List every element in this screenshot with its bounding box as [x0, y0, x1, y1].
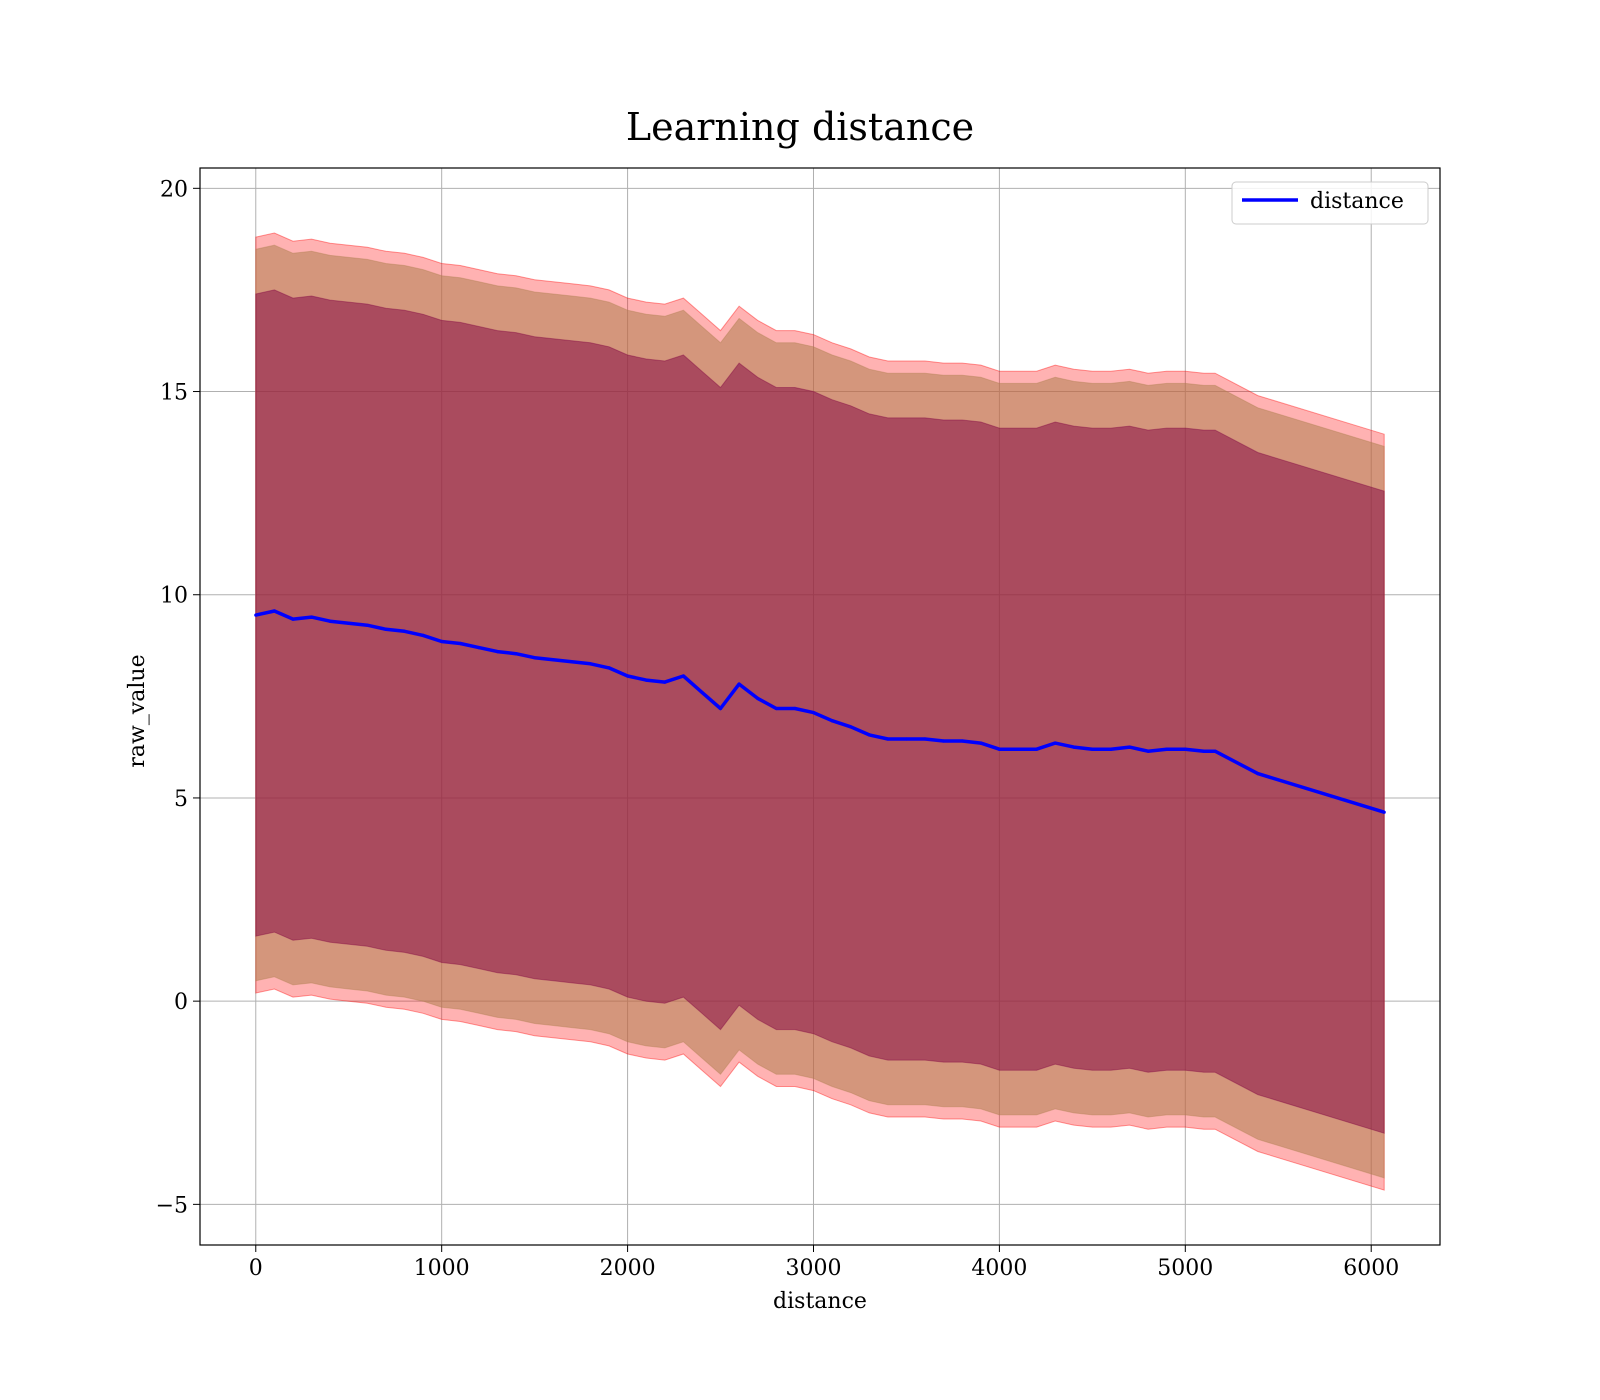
data-point [886, 737, 890, 741]
x-tick-label: 2000 [600, 1256, 656, 1281]
data-point [533, 656, 537, 660]
data-point [756, 696, 760, 701]
data-point [811, 711, 816, 715]
data-point [1072, 745, 1076, 749]
data-point [570, 660, 574, 664]
band-sigma-1 [255, 289, 1385, 1134]
y-axis: −5 0 5 10 15 20 [156, 177, 200, 1218]
data-point [681, 674, 686, 678]
x-tick-label: 3000 [785, 1256, 841, 1281]
x-tick-label: 6000 [1343, 1256, 1399, 1281]
data-point [737, 682, 741, 686]
data-point [607, 666, 611, 670]
chart-title: Learning distance [626, 105, 974, 149]
data-point [1016, 747, 1020, 751]
data-point [514, 652, 518, 656]
x-tick-label: 1000 [414, 1256, 470, 1281]
data-point [1213, 749, 1217, 753]
data-point [1165, 747, 1169, 751]
data-point [663, 680, 667, 684]
data-point [997, 747, 1002, 751]
y-tick-label: 5 [174, 787, 188, 812]
data-point [904, 737, 909, 741]
data-point [384, 627, 388, 631]
x-axis: 0 1000 2000 3000 4000 5000 6000 [249, 1245, 1399, 1281]
data-point [272, 609, 276, 613]
data-point [440, 639, 444, 644]
legend-label-distance: distance [1310, 189, 1404, 214]
x-tick-label: 4000 [971, 1256, 1027, 1281]
series-lines [254, 609, 1386, 814]
y-tick-label: 10 [160, 584, 188, 609]
data-point [551, 658, 555, 662]
legend-box [1231, 181, 1429, 225]
data-point [328, 619, 332, 623]
data-point [830, 719, 834, 723]
data-point [291, 617, 295, 621]
data-point [365, 623, 369, 627]
data-point [1127, 745, 1132, 749]
data-point [718, 706, 723, 711]
data-point [1053, 741, 1057, 745]
x-tick-label: 0 [249, 1256, 263, 1281]
legend: distance [1231, 181, 1429, 225]
data-point [458, 641, 462, 646]
data-point [793, 706, 797, 711]
data-point [923, 737, 927, 741]
data-point [254, 613, 258, 617]
x-tick-label: 5000 [1157, 1256, 1213, 1281]
data-point [1109, 747, 1113, 751]
data-point [347, 621, 351, 625]
y-tick-label: 20 [160, 177, 188, 202]
y-tick-label: −5 [156, 1193, 188, 1218]
data-point [1183, 747, 1187, 751]
data-point [626, 674, 630, 678]
data-point [644, 678, 648, 682]
data-point [700, 690, 704, 694]
data-point [402, 629, 407, 633]
y-tick-label: 15 [160, 381, 188, 406]
data-point [774, 706, 778, 711]
data-point [849, 725, 853, 729]
y-axis-label: raw_value [125, 654, 150, 767]
data-point [1146, 749, 1150, 753]
data-point [477, 646, 481, 650]
data-point [867, 733, 871, 737]
data-point [942, 739, 946, 743]
data-point [495, 650, 500, 654]
data-point [588, 662, 593, 666]
data-point [1256, 772, 1260, 776]
data-point [309, 615, 314, 619]
data-point [1382, 810, 1386, 814]
y-tick-label: 0 [174, 990, 188, 1015]
data-point [979, 741, 983, 745]
data-point [960, 739, 964, 743]
plot-frame [199, 167, 1441, 1246]
data-point [1035, 747, 1039, 751]
data-point [1090, 747, 1094, 751]
data-point [421, 633, 425, 638]
error-bands [255, 232, 1385, 1191]
x-axis-label: distance [773, 1289, 867, 1314]
data-point [1202, 749, 1206, 753]
